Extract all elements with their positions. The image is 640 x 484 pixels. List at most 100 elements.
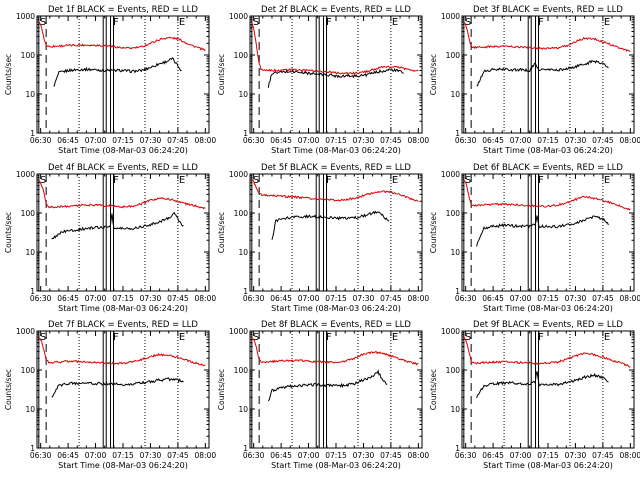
marker-label: S: [253, 175, 259, 186]
marker-label: E: [604, 332, 610, 343]
x-tick-label: 06:30: [243, 294, 265, 303]
lld-series-line: [38, 179, 206, 210]
x-tick-label: 07:30: [565, 294, 587, 303]
detector-panel: Det 6f BLACK = Events, RED = LLD 1 10 100 10…: [429, 163, 640, 313]
plot-frame: [249, 15, 423, 134]
x-axis-label: Start Time (08-Mar-03 06:24:20): [58, 146, 188, 155]
y-tick-label: 1: [455, 129, 460, 138]
x-tick-label: 08:00: [620, 136, 640, 145]
marker-label: F: [326, 17, 332, 28]
x-tick-label: 07:45: [167, 451, 189, 460]
x-tick-label: 07:45: [592, 294, 614, 303]
y-tick-label: 100: [446, 51, 461, 60]
lld-series-line: [38, 337, 206, 367]
x-tick-label: 07:15: [537, 451, 559, 460]
x-tick-label: 06:30: [455, 136, 477, 145]
x-tick-label: 06:45: [482, 294, 504, 303]
y-tick-label: 10: [450, 405, 460, 414]
x-tick-label: 06:30: [30, 451, 52, 460]
events-series-line: [476, 215, 609, 247]
marker-label: S: [253, 332, 259, 343]
panel-title: Det 4f BLACK = Events, RED = LLD: [48, 163, 198, 173]
x-tick-label: 07:30: [353, 136, 375, 145]
marker-label: E: [179, 17, 185, 28]
lld-series-line: [38, 21, 206, 52]
panel-title: Det 3f BLACK = Events, RED = LLD: [473, 5, 623, 15]
x-tick-label: 07:00: [298, 136, 320, 145]
y-tick-label: 10: [25, 90, 35, 99]
x-tick-label: 07:00: [298, 294, 320, 303]
x-tick-label: 08:00: [620, 294, 640, 303]
plot-frame: [249, 330, 423, 449]
lld-series-line: [251, 22, 419, 75]
y-tick-label: 1000: [229, 327, 248, 336]
x-tick-label: 07:00: [510, 451, 532, 460]
marker-label: F: [113, 332, 119, 343]
plot-frame: [36, 330, 210, 449]
x-tick-label: 07:15: [325, 294, 347, 303]
x-axis-label: Start Time (08-Mar-03 06:24:20): [483, 146, 613, 155]
x-tick-label: 07:45: [167, 136, 189, 145]
x-tick-label: 06:45: [270, 136, 292, 145]
x-tick-label: 06:45: [482, 136, 504, 145]
x-axis-label: Start Time (08-Mar-03 06:24:20): [58, 304, 188, 313]
marker-label: F: [113, 17, 119, 28]
x-axis-label: Start Time (08-Mar-03 06:24:20): [271, 461, 401, 470]
x-tick-label: 07:45: [592, 136, 614, 145]
detector-panel: Det 2f BLACK = Events, RED = LLD 1 10 100 10…: [217, 5, 429, 155]
x-tick-label: 07:15: [112, 294, 134, 303]
detector-panel: Det 5f BLACK = Events, RED = LLD 1 10 100 10…: [217, 163, 429, 313]
y-axis-label: Counts/sec: [429, 212, 438, 253]
marker-label: S: [465, 332, 471, 343]
x-tick-label: 06:30: [30, 136, 52, 145]
detector-panel: Det 1f BLACK = Events, RED = LLD 1 10 100 10…: [4, 5, 216, 155]
x-tick-label: 07:15: [537, 294, 559, 303]
marker-label: E: [179, 175, 185, 186]
events-series-line: [271, 210, 390, 240]
marker-label: F: [538, 17, 544, 28]
x-tick-label: 07:00: [510, 294, 532, 303]
x-tick-label: 07:15: [325, 451, 347, 460]
marker-label: F: [326, 332, 332, 343]
detector-panel: Det 7f BLACK = Events, RED = LLD 1 10 100 10…: [4, 320, 216, 470]
marker-label: S: [40, 332, 46, 343]
marker-label: E: [392, 175, 398, 186]
x-axis-label: Start Time (08-Mar-03 06:24:20): [483, 461, 613, 470]
y-tick-label: 1000: [16, 12, 35, 21]
plot-frame: [461, 15, 635, 134]
y-tick-label: 100: [21, 209, 36, 218]
lld-series-line: [251, 179, 419, 202]
y-tick-label: 1: [243, 129, 248, 138]
detector-panel: Det 8f BLACK = Events, RED = LLD 1 10 100 10…: [217, 320, 429, 470]
x-tick-label: 06:45: [57, 136, 79, 145]
y-tick-label: 1000: [229, 12, 248, 21]
x-tick-label: 08:00: [408, 136, 430, 145]
y-tick-label: 10: [238, 90, 248, 99]
detector-panel: Det 3f BLACK = Events, RED = LLD 1 10 100 10…: [429, 5, 640, 155]
x-tick-label: 08:00: [195, 136, 217, 145]
x-tick-label: 06:45: [270, 451, 292, 460]
y-tick-label: 1: [30, 444, 35, 453]
plot-frame: [249, 173, 423, 292]
marker-label: E: [392, 332, 398, 343]
plot-frame: [461, 173, 635, 292]
x-tick-label: 07:00: [85, 136, 107, 145]
y-tick-label: 1: [243, 444, 248, 453]
y-tick-label: 10: [450, 90, 460, 99]
events-series-line: [476, 371, 609, 399]
y-tick-label: 1000: [441, 170, 460, 179]
x-tick-label: 07:15: [112, 451, 134, 460]
y-tick-label: 10: [238, 248, 248, 257]
y-tick-label: 1: [30, 129, 35, 138]
x-tick-label: 08:00: [620, 451, 640, 460]
panel-title: Det 5f BLACK = Events, RED = LLD: [261, 163, 411, 173]
x-tick-label: 08:00: [408, 451, 430, 460]
panel-title: Det 6f BLACK = Events, RED = LLD: [473, 163, 623, 173]
y-axis-label: Counts/sec: [4, 54, 13, 95]
x-axis-label: Start Time (08-Mar-03 06:24:20): [271, 304, 401, 313]
y-axis-label: Counts/sec: [4, 212, 13, 253]
y-tick-label: 1: [243, 287, 248, 296]
y-tick-label: 10: [25, 405, 35, 414]
lld-series-line: [463, 179, 631, 211]
